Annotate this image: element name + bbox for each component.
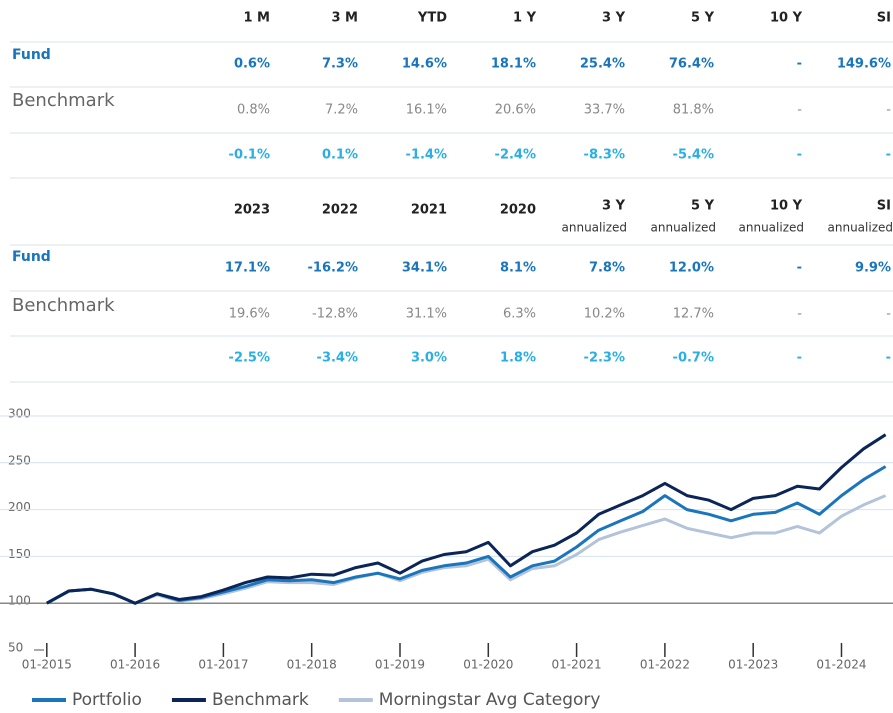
cell: -8.3% [584,148,625,163]
cell: 7.3% [322,57,358,72]
column-header: 5 Y [691,199,715,214]
legend-label: Morningstar Avg Category [379,690,601,710]
x-tick-label: 01-2019 [375,658,425,672]
column-header: 10 Y [770,11,803,26]
cell: - [797,57,802,72]
cell: 12.0% [669,261,714,276]
column-header: 1 M [243,11,270,26]
series-line [46,494,887,605]
x-tick-label: 01-2022 [640,658,690,672]
column-header: 3 Y [602,199,626,214]
y-tick-label: 100 [8,594,31,608]
cell: - [886,103,891,118]
column-header: 10 Y [770,199,803,214]
column-header: YTD [417,11,447,26]
column-header: 2023 [234,203,270,218]
cell: 10.2% [584,307,625,322]
cell: - [797,261,802,276]
column-header: 3 Y [602,11,626,26]
cell: 31.1% [406,307,447,322]
cell: 0.8% [237,103,270,118]
column-subheader: annualized [562,221,628,235]
x-tick-label: 01-2015 [22,658,72,672]
column-header: 2021 [411,203,447,218]
row-label: Benchmark [12,295,115,316]
cell: 7.8% [589,261,625,276]
x-tick-label: 01-2020 [463,658,513,672]
column-header: 1 Y [513,11,537,26]
cell: 0.6% [234,57,270,72]
cell: 19.6% [229,307,270,322]
y-tick-label: 300 [8,407,31,421]
cell: -0.7% [673,351,714,366]
cell: 17.1% [225,261,270,276]
y-tick-label: 200 [8,500,31,514]
cell: -5.4% [673,148,714,163]
cell: -2.4% [495,148,536,163]
x-tick-label: 01-2016 [110,658,160,672]
cell: 14.6% [402,57,447,72]
cell: - [797,103,802,118]
cell: -2.5% [229,351,270,366]
column-header: 3 M [331,11,358,26]
cell: 18.1% [491,57,536,72]
cell: - [886,307,891,322]
row-label: Fund [12,47,51,63]
cell: 8.1% [500,261,536,276]
cell: -3.4% [317,351,358,366]
x-tick-label: 01-2018 [287,658,337,672]
x-tick-label: 01-2021 [552,658,602,672]
cell: 76.4% [669,57,714,72]
cell: 33.7% [584,103,625,118]
cell: - [886,148,891,163]
cell: -1.4% [406,148,447,163]
cell: 34.1% [402,261,447,276]
y-tick-label: 50 [8,641,23,655]
column-subheader: annualized [739,221,805,235]
cell: 6.3% [503,307,536,322]
column-header: 2022 [322,203,358,218]
series-line [46,465,887,605]
cell: - [797,351,802,366]
cell: - [886,351,891,366]
cell: - [797,307,802,322]
cell: 81.8% [673,103,714,118]
column-subheader: annualized [651,221,717,235]
series-line [46,433,887,605]
cell: 1.8% [500,351,536,366]
cell: -12.8% [312,307,358,322]
cell: - [797,148,802,163]
y-tick-label: 150 [8,547,31,561]
row-label: Benchmark [12,90,115,111]
cell: -2.3% [584,351,625,366]
x-tick-label: 01-2017 [198,658,248,672]
column-header: 2020 [500,203,536,218]
x-tick-label: 01-2024 [816,658,866,672]
cell: 9.9% [855,261,891,276]
x-tick-label: 01-2023 [728,658,778,672]
legend-label: Portfolio [72,690,142,710]
cell: 12.7% [673,307,714,322]
cell: 16.1% [406,103,447,118]
cell: 0.1% [322,148,358,163]
cell: 7.2% [325,103,358,118]
cell: -0.1% [229,148,270,163]
legend-label: Benchmark [212,690,309,710]
column-header: SI [877,199,891,214]
cell: 20.6% [495,103,536,118]
column-header: SI [877,11,891,26]
cell: 149.6% [837,57,891,72]
column-header: 5 Y [691,11,715,26]
cell: 3.0% [411,351,447,366]
y-tick-label: 250 [8,453,31,467]
cell: -16.2% [308,261,359,276]
column-subheader: annualized [828,221,893,235]
cell: 25.4% [580,57,625,72]
row-label: Fund [12,249,51,265]
